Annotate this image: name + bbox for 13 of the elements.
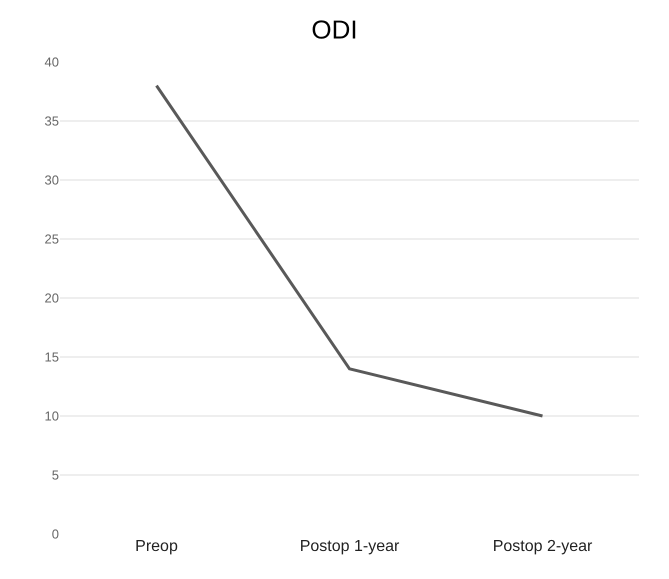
- y-tick-label: 10: [44, 408, 59, 424]
- x-tick-label: Preop: [135, 538, 178, 555]
- x-tick-label: Postop 1-year: [300, 538, 400, 555]
- y-tick-label: 0: [52, 526, 59, 542]
- chart-title: ODI: [311, 14, 358, 44]
- y-tick-label: 5: [52, 468, 59, 483]
- y-tick-label: 25: [44, 232, 59, 247]
- y-tick-label: 35: [44, 114, 59, 129]
- x-tick-label: Postop 2-year: [492, 538, 593, 555]
- y-tick-label: 40: [44, 54, 59, 70]
- y-tick-label: 15: [44, 350, 59, 365]
- y-tick-label: 20: [44, 290, 59, 306]
- y-tick-label: 30: [44, 172, 59, 188]
